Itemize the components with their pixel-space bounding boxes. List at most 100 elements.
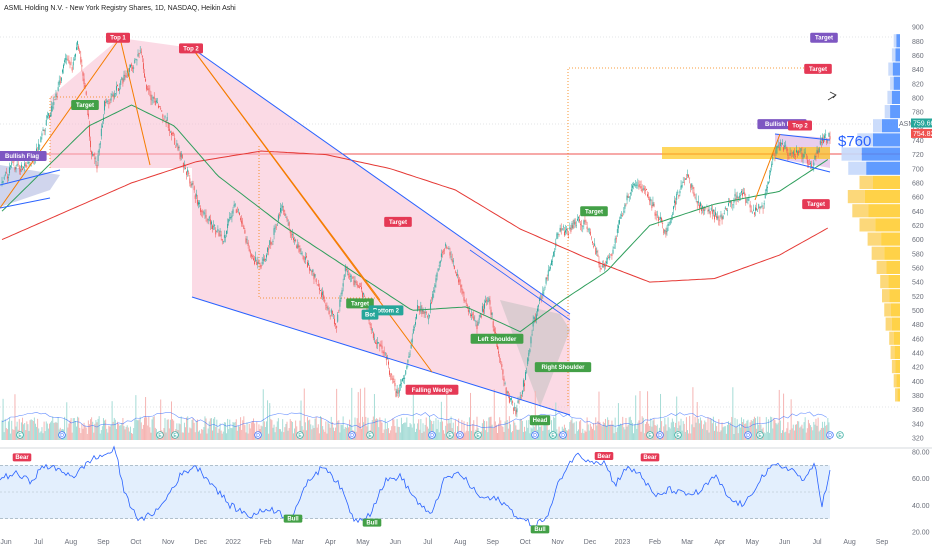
volume-bar-9 <box>11 420 13 440</box>
candle-75 <box>82 72 84 76</box>
volume-bar-61 <box>67 427 69 440</box>
candle-41 <box>45 119 47 126</box>
candle-52 <box>57 87 59 91</box>
volume-bar-720 <box>778 389 780 440</box>
flag-lower-line <box>0 197 51 209</box>
volume-bar-766 <box>828 422 830 440</box>
volume-profile-row-4-buy <box>891 90 900 104</box>
volume-bar-109 <box>119 425 121 440</box>
candle-223 <box>242 222 244 224</box>
volume-profile-row-2-sell <box>888 62 893 76</box>
volume-bar-27 <box>30 419 32 440</box>
candle-580 <box>627 195 629 198</box>
x-tick-11: May <box>356 539 370 546</box>
volume-bar-313 <box>339 432 341 440</box>
volume-bar-167 <box>181 432 183 440</box>
candle-143 <box>155 100 157 103</box>
volume-bar-743 <box>803 422 805 440</box>
price-label-0: 759.66 <box>913 120 932 127</box>
neckline <box>469 249 571 321</box>
ema-200-line <box>1 150 829 283</box>
candle-266 <box>288 222 290 226</box>
volume-bar-110 <box>120 425 122 440</box>
candle-584 <box>631 185 633 188</box>
volume-bar-561 <box>607 417 609 440</box>
candle-107 <box>117 84 118 87</box>
candle-633 <box>684 178 686 180</box>
x-tick-4: Oct <box>130 539 141 546</box>
event-icon-12 <box>531 431 539 439</box>
candle-606 <box>655 214 657 216</box>
volume-bar-429 <box>464 432 466 440</box>
candle-148 <box>161 110 163 112</box>
volume-bar-300 <box>325 421 327 440</box>
volume-bar-285 <box>309 419 311 440</box>
volume-bar-137 <box>149 427 151 440</box>
volume-bar-457 <box>494 421 496 440</box>
x-tick-9: Mar <box>292 539 305 546</box>
candle-342 <box>370 327 372 330</box>
volume-bar-49 <box>54 422 56 440</box>
candle-167 <box>181 154 183 159</box>
candle-138 <box>150 94 152 100</box>
candle-277 <box>300 253 302 254</box>
candle-54 <box>59 81 61 83</box>
volume-profile-row-23-buy <box>895 360 900 374</box>
rsi-signal-text-5: Bull <box>534 527 546 533</box>
volume-profile-row-13-sell <box>859 218 876 232</box>
volume-bar-280 <box>303 388 305 440</box>
candle-541 <box>585 221 587 223</box>
volume-bar-318 <box>344 426 346 440</box>
volume-bar-660 <box>713 430 715 440</box>
candle-91 <box>99 142 101 145</box>
volume-bar-512 <box>554 418 556 440</box>
volume-bar-595 <box>643 433 645 440</box>
candle-549 <box>594 243 596 246</box>
candle-762 <box>824 135 826 139</box>
volume-bar-436 <box>472 424 474 440</box>
candle-739 <box>799 150 801 152</box>
candle-283 <box>307 261 308 268</box>
volume-bar-373 <box>404 422 406 440</box>
volume-bar-19 <box>22 417 24 440</box>
volume-bar-138 <box>150 432 152 440</box>
volume-bar-672 <box>726 424 728 440</box>
candle-303 <box>328 310 330 315</box>
volume-bar-232 <box>251 421 253 440</box>
volume-bar-374 <box>405 422 407 440</box>
candle-257 <box>278 214 280 216</box>
candle-313 <box>339 299 341 307</box>
candle-0 <box>1 182 3 183</box>
volume-bar-248 <box>269 403 271 440</box>
price-tick-28: 880 <box>912 39 924 46</box>
candle-675 <box>730 200 732 203</box>
price-tick-15: 620 <box>912 223 924 230</box>
volume-bar-481 <box>520 418 522 440</box>
volume-bar-437 <box>473 420 475 440</box>
candle-530 <box>573 219 575 225</box>
volume-bar-220 <box>238 426 240 440</box>
volume-bar-571 <box>617 403 619 440</box>
volume-bar-281 <box>304 422 306 440</box>
volume-bar-120 <box>131 432 133 440</box>
arrow-icon <box>827 91 837 101</box>
candle-380 <box>411 338 413 343</box>
volume-profile-row-15-sell <box>871 246 885 260</box>
candle-346 <box>375 342 376 344</box>
volume-bar-580 <box>627 424 629 440</box>
candle-666 <box>720 214 722 218</box>
volume-bar-104 <box>113 417 115 440</box>
rsi-signal-2 <box>640 453 660 462</box>
candle-682 <box>737 197 739 199</box>
volume-bar-284 <box>308 420 310 440</box>
candle-218 <box>236 211 238 213</box>
volume-bar-111 <box>121 423 123 440</box>
volume-bar-345 <box>373 394 375 440</box>
price-tick-6: 440 <box>912 350 924 357</box>
candle-176 <box>191 183 193 186</box>
candle-444 <box>480 316 482 318</box>
candle-593 <box>641 189 643 192</box>
volume-bar-205 <box>222 431 224 440</box>
volume-bar-127 <box>138 419 140 440</box>
candle-182 <box>198 202 199 205</box>
